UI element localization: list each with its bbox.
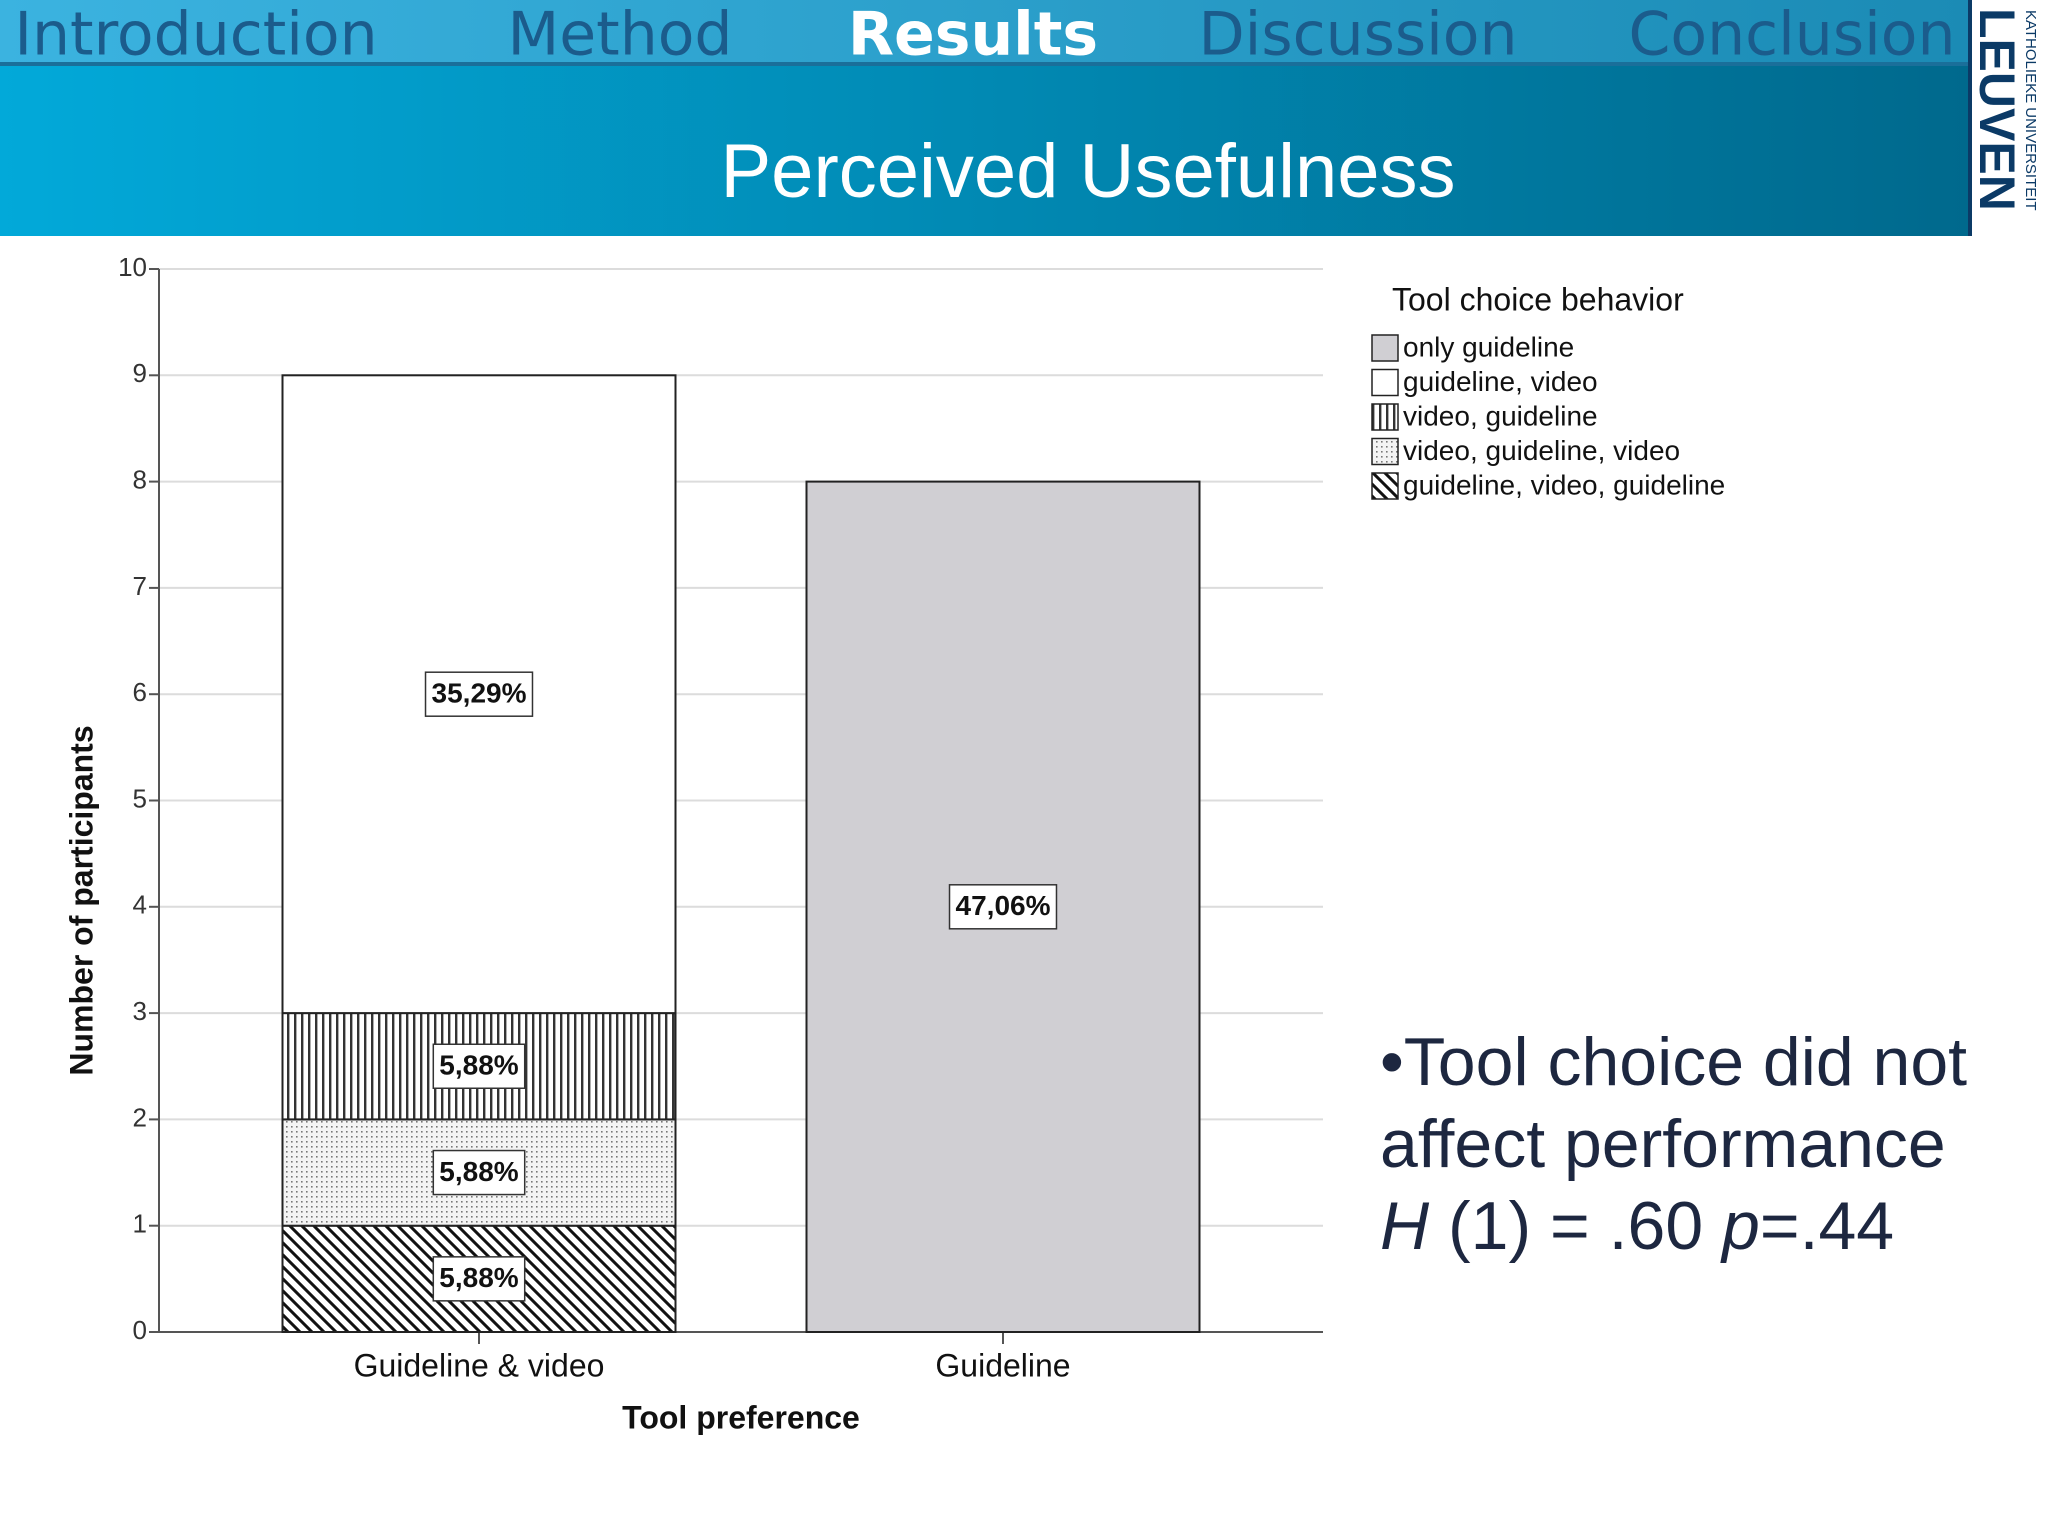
- nav-item: Discussion: [1198, 0, 1517, 70]
- y-tick-label: 4: [133, 890, 147, 920]
- nav-rule: [0, 62, 1968, 66]
- slide-title: Perceived Usefulness: [720, 129, 1455, 214]
- stat-part: =.44: [1760, 1188, 1894, 1264]
- nav-item: Introduction: [14, 0, 377, 70]
- data-label-box: [432, 1149, 526, 1196]
- data-label: 5,88%: [439, 1262, 518, 1293]
- legend-swatch: [1371, 368, 1399, 397]
- legend-label: guideline, video: [1403, 366, 1598, 397]
- logo-big: LEUVEN: [1969, 8, 2025, 211]
- nav-item: Results: [848, 0, 1098, 70]
- legend-title: Tool choice behavior: [1392, 281, 1684, 317]
- logo-rule: [1968, 0, 1972, 236]
- y-tick-label: 0: [133, 1315, 147, 1345]
- nav: Introduction Method Results Discussion Concl…: [14, 0, 1955, 70]
- legend-swatch: [1371, 403, 1399, 431]
- y-tick-label: 9: [133, 358, 147, 388]
- nav-item: Conclusion: [1629, 0, 1956, 70]
- y-tick-label: 1: [133, 1209, 147, 1239]
- legend-label: guideline, video, guideline: [1403, 469, 1725, 500]
- data-label: 47,06%: [956, 890, 1051, 921]
- y-axis-title: Number of participants: [63, 725, 99, 1075]
- y-tick-label: 10: [118, 252, 147, 282]
- data-label: 35,29%: [432, 678, 527, 709]
- nav-item: Method: [507, 0, 732, 70]
- y-tick-label: 8: [133, 464, 147, 494]
- data-label: 5,88%: [439, 1156, 518, 1187]
- logo-bg: [1968, 0, 2048, 236]
- legend-label: video, guideline: [1403, 400, 1598, 431]
- chart: 0 1 2 3 4 5 6 7 8 9 10 Guideline & video Guideline 5,…: [63, 252, 1725, 1436]
- bullet: •Tool choice did not affect performance H …: [1380, 1024, 1967, 1264]
- stat-part: (1) = .60: [1429, 1188, 1722, 1264]
- y-tick-label: 6: [133, 677, 147, 707]
- stat-part: p: [1720, 1188, 1760, 1264]
- y-tick-label: 3: [133, 996, 147, 1026]
- y-tick-label: 7: [133, 571, 147, 601]
- data-label: 5,88%: [439, 1050, 518, 1081]
- nav-bg: [0, 0, 1968, 64]
- bullet-line: •Tool choice did not: [1380, 1024, 1967, 1100]
- legend-swatch: [1371, 334, 1399, 362]
- data-label-box: [432, 1256, 526, 1302]
- x-tick-label: Guideline & video: [354, 1347, 605, 1383]
- y-tick-label: 5: [133, 783, 147, 813]
- legend-label: only guideline: [1403, 331, 1574, 362]
- bullet-line: affect performance: [1380, 1106, 1946, 1182]
- data-label-box: [424, 671, 534, 717]
- stat-part: H: [1380, 1188, 1430, 1264]
- data-label-box: [432, 1043, 526, 1089]
- x-axis-title: Tool preference: [622, 1399, 860, 1435]
- data-label-box: [948, 884, 1058, 930]
- legend-label: video, guideline, video: [1403, 435, 1680, 466]
- legend-swatch: [1371, 472, 1399, 500]
- logo-small: KATHOLIEKE UNIVERSITEIT: [2022, 10, 2039, 211]
- x-tick-label: Guideline: [935, 1347, 1070, 1383]
- y-tick-label: 2: [133, 1102, 147, 1132]
- legend-swatch: [1371, 437, 1399, 466]
